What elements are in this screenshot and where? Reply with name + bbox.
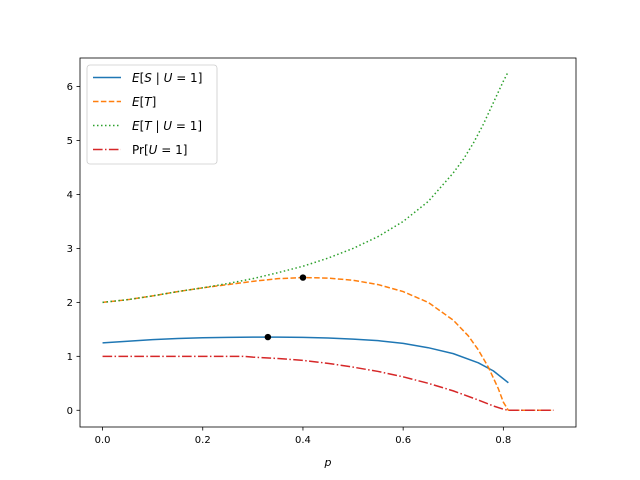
- y-tick-label: 6: [67, 82, 73, 93]
- marker-point-0: [264, 333, 272, 341]
- y-tick-label: 1: [67, 352, 73, 363]
- legend-label-1: E[T]: [132, 95, 156, 109]
- x-tick-label: 0.4: [295, 435, 311, 446]
- x-tick-label: 0.2: [195, 435, 211, 446]
- y-axis-ticks: 0 1 2 3 4 5 6: [67, 82, 80, 417]
- series-line-0: [102, 336, 509, 384]
- x-tick-label: 0.0: [95, 435, 111, 446]
- y-tick-label: 3: [67, 244, 73, 255]
- legend-frame: [86, 64, 218, 165]
- plot-frame: [79, 57, 577, 428]
- legend-label-2: E[T | U = 1]: [132, 119, 202, 133]
- marker-layer: [264, 274, 307, 341]
- legend-label-3: Pr[U = 1]: [132, 143, 187, 157]
- y-tick-label: 2: [67, 298, 73, 309]
- legend: E[S | U = 1] E[T] E[T | U = 1] Pr[U = 1]: [86, 64, 218, 165]
- x-tick-label: 0.8: [495, 435, 511, 446]
- series-line-2: [102, 71, 510, 304]
- y-tick-label: 0: [67, 406, 73, 417]
- y-tick-label: 4: [67, 190, 73, 201]
- marker-point-1: [299, 274, 307, 281]
- x-tick-label: 0.6: [395, 435, 411, 446]
- series-layer: [102, 71, 554, 412]
- x-axis-ticks: 0.0 0.2 0.4 0.6 0.8: [95, 427, 511, 446]
- x-axis-label: p: [324, 456, 332, 469]
- series-line-1: [102, 276, 554, 412]
- series-line-3: [102, 355, 554, 412]
- legend-label-0: E[S | U = 1]: [132, 71, 202, 85]
- y-tick-label: 5: [67, 136, 73, 147]
